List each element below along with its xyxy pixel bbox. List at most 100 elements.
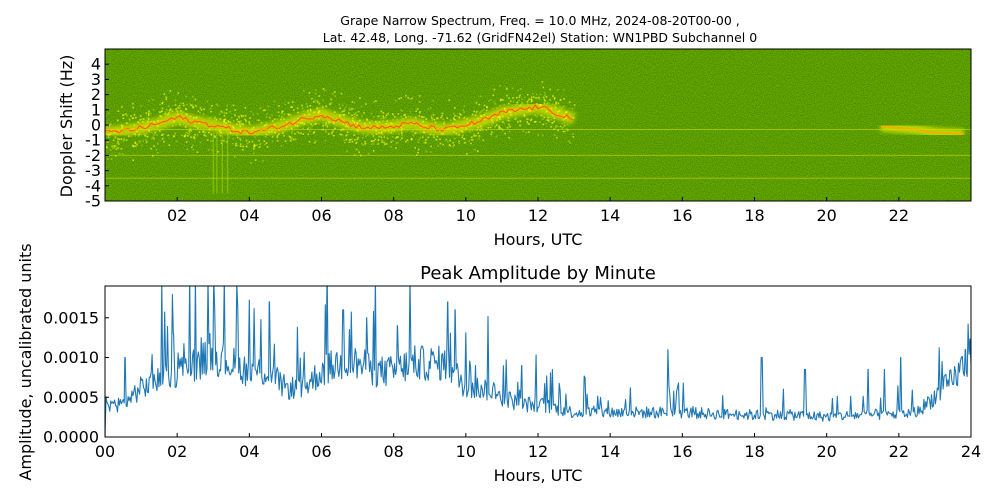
spectrogram-speckle xyxy=(256,119,259,121)
spectrogram-speckle xyxy=(509,126,511,128)
spectrogram-speckle xyxy=(491,120,494,123)
spectrogram-speckle xyxy=(240,114,243,117)
spectrogram-speckle xyxy=(512,97,514,99)
spectrogram-speckle xyxy=(214,136,216,138)
spectrogram-speckle xyxy=(562,130,565,133)
spectrogram-speckle xyxy=(266,122,269,125)
spectrogram-speckle xyxy=(325,105,327,108)
spectrogram-speckle xyxy=(534,114,536,116)
spectrogram-speckle xyxy=(332,134,335,137)
spectrogram-speckle xyxy=(280,116,283,119)
spectrogram-speckle xyxy=(543,102,546,104)
spectrogram-speckle xyxy=(541,134,544,137)
spectrogram-speckle xyxy=(109,133,112,135)
spectrogram-speckle xyxy=(415,132,418,134)
spectrogram-speckle xyxy=(417,148,420,151)
spectrogram-speckle xyxy=(506,119,509,121)
spectrogram-speckle xyxy=(265,116,268,118)
spectrogram-speckle xyxy=(523,114,525,116)
spectrogram-y-tick-label: -1 xyxy=(85,131,101,150)
spectrogram-speckle xyxy=(380,110,383,113)
spectrogram-speckle xyxy=(141,144,143,147)
spectrogram-speckle xyxy=(496,119,498,121)
spectrogram-speckle xyxy=(479,112,481,114)
spectrogram-speckle xyxy=(286,121,288,123)
spectrogram-speckle xyxy=(461,130,464,133)
spectrogram-speckle xyxy=(340,114,342,117)
spectrogram-speckle xyxy=(146,124,148,127)
spectrogram-speckle xyxy=(149,112,152,115)
spectrogram-speckle xyxy=(239,130,242,132)
spectrogram-speckle xyxy=(180,110,182,112)
spectrogram-speckle xyxy=(429,133,432,136)
spectrogram-speckle xyxy=(391,140,394,142)
spectrogram-speckle xyxy=(419,136,421,139)
amplitude-panel: Peak Amplitude by Minute 00 02 04 06 08 10 12 1… xyxy=(16,243,981,485)
spectrogram-speckle xyxy=(489,126,492,129)
spectrogram-speckle xyxy=(230,132,232,134)
spectrogram-speckle xyxy=(110,158,113,160)
spectrogram-speckle xyxy=(132,102,134,105)
spectrogram-speckle xyxy=(301,104,303,107)
spectrogram-speckle xyxy=(120,124,122,126)
spectrogram-speckle xyxy=(254,145,256,147)
spectrogram-speckle xyxy=(225,122,227,124)
spectrogram-speckle xyxy=(259,107,262,109)
spectrogram-speckle xyxy=(483,108,485,111)
spectrogram-speckle xyxy=(385,123,388,125)
spectrogram-speckle xyxy=(517,89,519,92)
spectrogram-speckle xyxy=(116,137,119,140)
spectrogram-speckle xyxy=(192,136,194,139)
spectrogram-speckle xyxy=(478,135,481,137)
spectrogram-speckle xyxy=(116,119,119,122)
spectrogram-speckle xyxy=(276,139,279,142)
spectrogram-speckle xyxy=(161,107,164,110)
spectrogram-speckle xyxy=(340,129,342,132)
spectrogram-speckle xyxy=(316,107,318,109)
spectrogram-speckle xyxy=(544,91,546,94)
spectrogram-speckle xyxy=(519,124,521,127)
spectrogram-speckle xyxy=(137,130,139,132)
spectrogram-speckle xyxy=(365,103,367,105)
spectrogram-speckle xyxy=(310,123,312,125)
spectrogram-speckle xyxy=(145,141,148,143)
spectrogram-speckle xyxy=(520,88,522,90)
spectrogram-speckle xyxy=(526,93,529,96)
spectrogram-speckle xyxy=(343,114,346,116)
spectrogram-speckle xyxy=(233,120,235,122)
spectrogram-speckle xyxy=(527,122,529,125)
spectrogram-speckle xyxy=(113,147,116,149)
spectrogram-speckle xyxy=(122,114,124,116)
spectrogram-speckle xyxy=(522,102,524,105)
spectrogram-speckle xyxy=(405,116,407,118)
spectrogram-speckle xyxy=(392,118,394,121)
spectrogram-speckle xyxy=(523,115,526,117)
spectrogram-speckle xyxy=(278,115,280,117)
spectrogram-speckle xyxy=(234,114,236,116)
spectrogram-speckle xyxy=(480,115,483,117)
spectrogram-speckle xyxy=(134,142,137,145)
spectrogram-speckle xyxy=(357,130,359,132)
spectrogram-y-tick-label: 4 xyxy=(91,55,101,74)
spectrogram-speckle xyxy=(238,115,240,118)
spectrogram-speckle xyxy=(478,103,481,106)
spectrogram-speckle xyxy=(120,138,123,140)
spectrogram-y-tick-label: -4 xyxy=(85,176,101,195)
spectrogram-speckle xyxy=(114,137,116,139)
spectrogram-speckle xyxy=(417,151,419,154)
spectrogram-speckle xyxy=(477,126,480,129)
spectrogram-speckle xyxy=(132,117,135,119)
spectrogram-speckle xyxy=(348,139,351,141)
spectrogram-speckle xyxy=(351,138,353,141)
spectrogram-speckle xyxy=(480,125,482,127)
spectrogram-speckle xyxy=(252,113,254,116)
spectrogram-speckle xyxy=(496,124,498,126)
spectrogram-speckle xyxy=(398,133,400,136)
spectrogram-x-tick-label: 02 xyxy=(167,206,187,225)
spectrogram-speckle xyxy=(493,100,496,103)
spectrogram-speckle xyxy=(173,135,175,138)
spectrogram-speckle xyxy=(281,112,283,115)
spectrogram-speckle xyxy=(198,115,200,118)
spectrogram-speckle xyxy=(266,146,269,148)
spectrogram-speckle xyxy=(480,127,482,129)
